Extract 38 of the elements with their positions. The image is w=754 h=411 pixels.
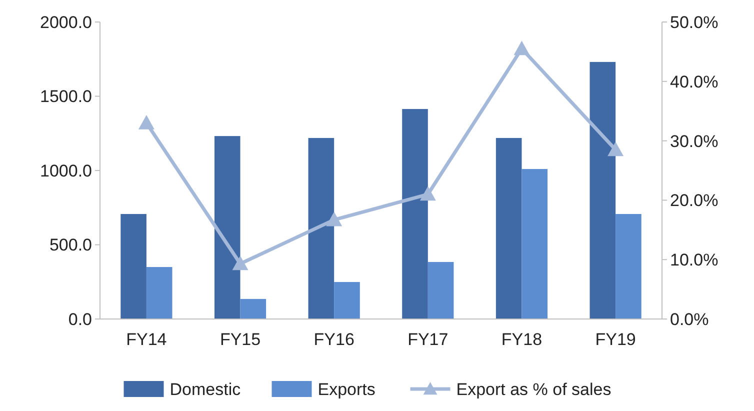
- x-tick-label: FY18: [501, 330, 542, 349]
- bar: [146, 267, 172, 319]
- y2-tick-label: 40.0%: [670, 72, 718, 92]
- y-tick-label: 2000.0: [40, 12, 92, 32]
- legend-label: Export as % of sales: [456, 380, 612, 399]
- y2-tick-label: 20.0%: [670, 191, 718, 210]
- point: [326, 212, 342, 226]
- y-tick-label: 500.0: [49, 236, 92, 255]
- x-tick-label: FY15: [220, 330, 261, 349]
- y-tick-label: 0.0: [68, 310, 92, 329]
- y2-tick-label: 10.0%: [670, 250, 718, 270]
- bar: [402, 109, 428, 319]
- x-tick-label: FY17: [408, 330, 448, 349]
- y2-tick-label: 30.0%: [670, 132, 718, 151]
- legend-label: Exports: [318, 380, 376, 399]
- bar: [616, 214, 642, 319]
- bar: [496, 138, 522, 319]
- bar: [240, 298, 266, 319]
- point: [608, 142, 624, 156]
- y2-tick-label: 0.0%: [670, 310, 709, 329]
- x-tick-label: FY14: [126, 330, 167, 349]
- bar: [590, 62, 616, 319]
- y-tick-label: 1500.0: [40, 87, 92, 106]
- legend-label: Domestic: [170, 380, 242, 399]
- bar: [214, 136, 240, 319]
- bar: [120, 214, 146, 319]
- point: [514, 40, 530, 56]
- bar: [522, 169, 548, 319]
- bar: [428, 262, 454, 319]
- y-tick-label: 1000.0: [40, 161, 92, 180]
- x-tick-label: FY16: [314, 330, 354, 349]
- y2-tick-label: 50.0%: [670, 12, 718, 32]
- point: [420, 186, 436, 201]
- x-tick-label: FY19: [595, 330, 636, 349]
- bar: [334, 282, 360, 319]
- bar: [308, 138, 334, 319]
- point: [232, 256, 248, 270]
- point: [138, 114, 154, 130]
